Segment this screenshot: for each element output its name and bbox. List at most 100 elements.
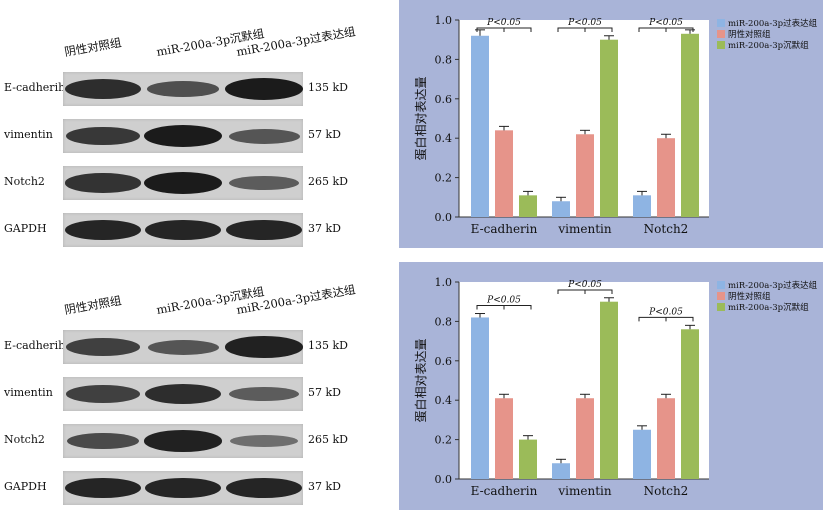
bar [552,201,570,217]
bar [519,439,537,479]
significance-bracket [638,316,694,322]
y-axis-label: 蛋白相对表达量 [413,76,428,160]
western-blot-panel-top: 阴性对照组 miR-200a-3p沉默组 miR-200a-3p过表达组 E-cadh… [0,0,392,255]
protein-band [65,126,141,146]
protein-band [66,385,140,403]
molecular-weight-label: 57 kD [308,386,341,399]
protein-label: E-cadherih [4,81,66,94]
protein-label: E-cadherih [4,339,66,352]
bar-chart-bottom: 0.0 0.2 0.4 0.6 0.8 1.0 蛋白相对表达量 E-cadherin P<0.0… [413,276,818,498]
protein-band [225,219,303,241]
protein-label: GAPDH [4,480,47,493]
protein-band [147,339,219,355]
y-tick-label: 0.4 [435,132,453,145]
bar [600,301,618,479]
y-tick-label: 1.0 [435,14,453,27]
protein-band [225,78,303,100]
y-tick-label: 0.2 [435,172,453,185]
protein-band [229,434,299,448]
bar [576,398,594,479]
p-value-annotation: P<0.05 [648,18,683,28]
bar [657,138,675,217]
y-tick-label: 1.0 [435,276,453,289]
protein-band [64,219,142,241]
protein-band [65,173,141,193]
protein-band [65,79,141,99]
bar [657,398,675,479]
bar-chart-top: 0.0 0.2 0.4 0.6 0.8 1.0 蛋白相对表达量 E-cadherin P<0.0… [413,14,818,236]
x-tick-label: E-cadherin [471,484,538,498]
blot-strip [63,424,303,458]
blot-strip [63,471,303,505]
y-tick-label: 0.8 [435,53,453,66]
protein-band [225,336,303,358]
lane-label: 阴性对照组 [63,293,123,318]
protein-band [144,219,222,241]
legend-label: miR-200a-3p沉默组 [728,40,809,51]
y-axis-label: 蛋白相对表达量 [413,338,428,422]
protein-band [225,477,303,499]
bar [552,463,570,479]
x-tick-label: Notch2 [644,484,689,498]
legend-swatch [717,292,725,300]
p-value-annotation: P<0.05 [486,296,521,306]
legend-swatch [717,303,725,311]
legend-label: 阴性对照组 [728,291,771,302]
bar [633,429,651,479]
protein-band [66,432,140,450]
legend-swatch [717,41,725,49]
p-value-annotation: P<0.05 [567,18,602,28]
protein-band [144,172,222,194]
molecular-weight-label: 135 kD [308,339,348,352]
bar [633,195,651,217]
blot-strip [63,119,303,153]
legend-label: miR-200a-3p过表达组 [728,18,818,29]
legend-label: 阴性对照组 [728,29,771,40]
p-value-annotation: P<0.05 [648,307,683,317]
x-tick-label: Notch2 [644,222,689,236]
blot-strip [63,72,303,106]
protein-label: vimentin [4,386,53,399]
molecular-weight-label: 135 kD [308,81,348,94]
bar-chart-panel-top: 0.0 0.2 0.4 0.6 0.8 1.0 蛋白相对表达量 E-cadherin P<0.0… [399,0,823,248]
bar [681,329,699,479]
x-tick-label: E-cadherin [471,222,538,236]
y-tick-label: 0.8 [435,315,453,328]
protein-label: vimentin [4,128,53,141]
y-tick-label: 0.6 [435,93,453,106]
bar [471,317,489,479]
y-tick-label: 0.0 [435,211,453,224]
p-value-annotation: P<0.05 [567,280,602,290]
protein-band [66,338,140,356]
bar [495,398,513,479]
legend-label: miR-200a-3p过表达组 [728,280,818,291]
p-value-annotation: P<0.05 [486,18,521,28]
protein-label: Notch2 [4,175,45,188]
y-tick-label: 0.2 [435,434,453,447]
blot-strip [63,213,303,247]
molecular-weight-label: 265 kD [308,175,348,188]
protein-band [64,477,142,499]
blot-strip [63,377,303,411]
y-tick-label: 0.4 [435,394,453,407]
protein-band [144,477,222,499]
molecular-weight-label: 265 kD [308,433,348,446]
protein-label: GAPDH [4,222,47,235]
bar-chart-panel-bottom: 0.0 0.2 0.4 0.6 0.8 1.0 蛋白相对表达量 E-cadherin P<0.0… [399,262,823,510]
protein-label: Notch2 [4,433,45,446]
protein-band [145,384,221,404]
protein-band [144,430,222,452]
protein-band [228,175,300,191]
blot-strip [63,166,303,200]
y-tick-label: 0.0 [435,473,453,486]
significance-bracket [476,305,532,310]
lane-label: 阴性对照组 [63,35,123,60]
bar [681,33,699,217]
bar [495,130,513,217]
protein-band [228,386,300,402]
bar [519,195,537,217]
y-tick-label: 0.6 [435,355,453,368]
molecular-weight-label: 37 kD [308,222,341,235]
legend-swatch [717,281,725,289]
bar [600,39,618,218]
